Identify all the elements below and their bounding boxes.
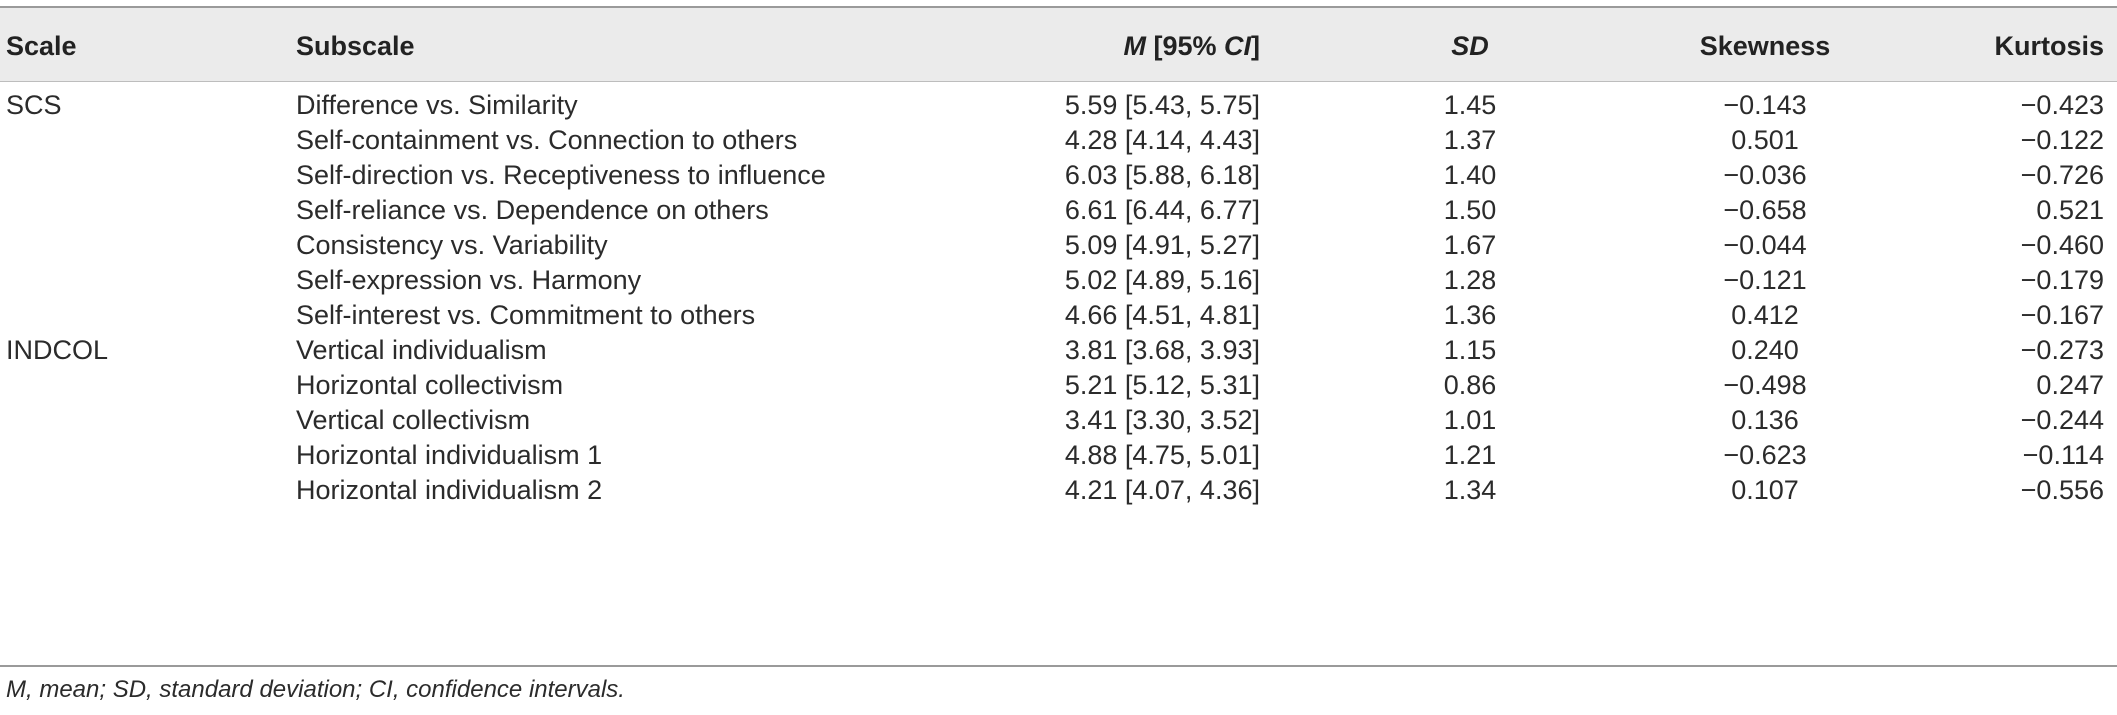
cell-skewness: −0.121	[1723, 265, 1807, 295]
cell-mean-ci: 3.41 [3.30, 3.52]	[1064, 405, 1260, 435]
table-header: Scale Subscale M [95% CI] SD Skewness Ku…	[0, 6, 2117, 82]
cell-sd: 1.36	[1443, 300, 1497, 330]
cell-sd: 1.50	[1443, 195, 1497, 225]
cell-sd: 1.67	[1443, 230, 1497, 260]
cell-kurtosis: 0.521	[2036, 195, 2104, 225]
cell-skewness: 0.501	[1731, 125, 1799, 155]
cell-subscale: Vertical collectivism	[296, 405, 531, 435]
cell-mean-ci: 5.59 [5.43, 5.75]	[1064, 90, 1260, 120]
cell-sd: 1.21	[1443, 440, 1497, 470]
cell-sd: 1.28	[1443, 265, 1497, 295]
table-row: Horizontal collectivism 5.21 [5.12, 5.31]…	[0, 362, 2117, 409]
cell-skewness: 0.412	[1731, 300, 1799, 330]
table-row: Horizontal individualism 2 4.21 [4.07, 4.…	[0, 467, 2117, 514]
cell-skewness: −0.623	[1723, 440, 1807, 470]
header-mean-end: ]	[1251, 31, 1260, 61]
table-row: Horizontal individualism 1 4.88 [4.75, 5.…	[0, 432, 2117, 479]
cell-subscale: Self-direction vs. Receptiveness to infl…	[296, 160, 826, 190]
cell-sd: 1.15	[1443, 335, 1497, 365]
cell-mean-ci: 5.09 [4.91, 5.27]	[1064, 230, 1260, 260]
cell-kurtosis: −0.114	[2022, 440, 2104, 470]
cell-kurtosis: −0.179	[2020, 265, 2104, 295]
cell-skewness: −0.044	[1723, 230, 1807, 260]
cell-subscale: Vertical individualism	[296, 335, 547, 365]
cell-subscale: Horizontal individualism 1	[296, 440, 603, 470]
cell-kurtosis: −0.726	[2020, 160, 2104, 190]
table-row: Consistency vs. Variability 5.09 [4.91, 5…	[0, 222, 2117, 269]
cell-skewness: −0.036	[1723, 160, 1807, 190]
cell-mean-ci: 4.28 [4.14, 4.43]	[1064, 125, 1260, 155]
cell-mean-ci: 4.88 [4.75, 5.01]	[1064, 440, 1260, 470]
cell-kurtosis: 0.247	[2036, 370, 2104, 400]
table-footnote: M, mean; SD, standard deviation; CI, con…	[6, 676, 625, 703]
table-row: Vertical collectivism 3.41 [3.30, 3.52] 1.…	[0, 397, 2117, 444]
cell-scale: SCS	[6, 90, 62, 120]
table-row: INDCOL Vertical individualism 3.81 [3.68, …	[0, 327, 2117, 374]
cell-subscale: Difference vs. Similarity	[296, 90, 578, 120]
header-mean-ci: M [95% CI]	[1000, 8, 1260, 84]
cell-skewness: −0.658	[1723, 195, 1807, 225]
cell-subscale: Self-interest vs. Commitment to others	[296, 300, 756, 330]
table-row: Self-expression vs. Harmony 5.02 [4.89, 5…	[0, 257, 2117, 304]
cell-mean-ci: 4.66 [4.51, 4.81]	[1064, 300, 1260, 330]
cell-skewness: 0.136	[1731, 405, 1799, 435]
cell-sd: 1.40	[1443, 160, 1497, 190]
cell-kurtosis: −0.122	[2020, 125, 2104, 155]
cell-skewness: −0.498	[1723, 370, 1807, 400]
cell-skewness: 0.240	[1731, 335, 1799, 365]
cell-mean-ci: 4.21 [4.07, 4.36]	[1064, 475, 1260, 505]
cell-skewness: 0.107	[1731, 475, 1799, 505]
cell-kurtosis: −0.167	[2020, 300, 2104, 330]
cell-kurtosis: −0.460	[2020, 230, 2104, 260]
table-row: SCS Difference vs. Similarity 5.59 [5.43, …	[0, 82, 2117, 129]
header-ci-symbol: CI	[1224, 31, 1251, 61]
cell-mean-ci: 6.03 [5.88, 6.18]	[1064, 160, 1260, 190]
cell-sd: 1.34	[1443, 475, 1497, 505]
header-kurtosis: Kurtosis	[1994, 31, 2104, 61]
cell-subscale: Self-expression vs. Harmony	[296, 265, 642, 295]
cell-subscale: Self-reliance vs. Dependence on others	[296, 195, 769, 225]
cell-subscale: Horizontal collectivism	[296, 370, 564, 400]
cell-kurtosis: −0.423	[2020, 90, 2104, 120]
cell-skewness: −0.143	[1723, 90, 1807, 120]
table-bottom-rule	[0, 665, 2117, 667]
cell-subscale: Self-containment vs. Connection to other…	[296, 125, 798, 155]
cell-subscale: Horizontal individualism 2	[296, 475, 603, 505]
header-scale: Scale	[6, 31, 77, 61]
cell-sd: 0.86	[1443, 370, 1497, 400]
cell-mean-ci: 3.81 [3.68, 3.93]	[1064, 335, 1260, 365]
header-skewness: Skewness	[1699, 31, 1831, 61]
cell-kurtosis: −0.273	[2020, 335, 2104, 365]
cell-mean-ci: 5.21 [5.12, 5.31]	[1064, 370, 1260, 400]
cell-sd: 1.45	[1443, 90, 1497, 120]
cell-sd: 1.37	[1443, 125, 1497, 155]
cell-sd: 1.01	[1443, 405, 1497, 435]
cell-scale: INDCOL	[6, 335, 109, 365]
table-row: Self-interest vs. Commitment to others 4.…	[0, 292, 2117, 339]
table-row: Self-direction vs. Receptiveness to infl…	[0, 152, 2117, 199]
header-subscale: Subscale	[296, 31, 415, 61]
header-mean-mid: [95%	[1145, 31, 1224, 61]
cell-subscale: Consistency vs. Variability	[296, 230, 608, 260]
table-row: Self-containment vs. Connection to other…	[0, 117, 2117, 164]
table-row: Self-reliance vs. Dependence on others 6.…	[0, 187, 2117, 234]
cell-mean-ci: 5.02 [4.89, 5.16]	[1064, 265, 1260, 295]
cell-kurtosis: −0.556	[2020, 475, 2104, 505]
header-mean-symbol: M	[1123, 31, 1146, 61]
cell-kurtosis: −0.244	[2020, 405, 2104, 435]
header-sd: SD	[1451, 31, 1489, 61]
cell-mean-ci: 6.61 [6.44, 6.77]	[1064, 195, 1260, 225]
